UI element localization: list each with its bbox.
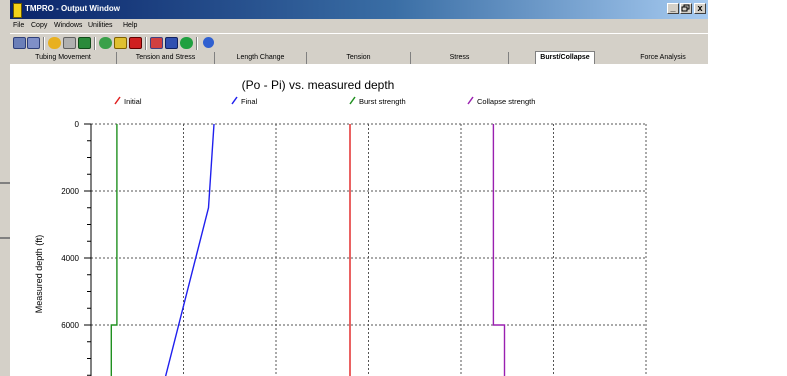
restore-button[interactable] [680,3,692,14]
menu-bar: File Copy Windows Unilities Help [10,19,708,33]
legend-swatch-initial [114,96,121,105]
menu-file[interactable]: File [13,22,25,29]
grid [90,123,647,376]
legend-item-final: Final [231,96,258,106]
tab-stress[interactable]: Stress [411,52,509,64]
trophy-icon[interactable] [114,37,127,49]
series-collapse-strength-line [492,124,506,376]
hand-icon[interactable] [48,37,61,49]
menu-help[interactable]: Help [123,22,138,29]
legend-swatch-burst [349,96,356,105]
y-tick-label: 6000 [61,321,79,330]
tab-strip: Tubing Movement Tension and Stress Lengt… [10,51,708,64]
legend-label-collapse: Collapse strength [477,97,535,106]
burst-collapse-chart: (Po - Pi) vs. measured depth Initial Fin… [34,78,647,376]
close-button[interactable]: x [694,3,706,14]
tab-force-analysis[interactable]: Force Analysis [640,54,686,61]
tab-burst-collapse[interactable]: Burst/Collapse [535,51,595,64]
print-icon[interactable] [63,37,76,49]
open-file-icon[interactable] [13,37,26,49]
window-title: TMPRO - Output Window [25,4,121,13]
menu-windows[interactable]: Windows [54,22,83,29]
refresh-icon[interactable] [99,37,112,49]
series [110,123,506,376]
title-bar[interactable]: TMPRO - Output Window _ x [10,0,708,19]
tab-tension[interactable]: Tension [307,52,411,64]
globe-icon[interactable] [180,37,193,49]
legend-label-initial: Initial [124,97,142,106]
legend-swatch-collapse [467,96,474,105]
y-tick-label: 2000 [61,187,79,196]
legend-label-final: Final [241,97,258,106]
app-icon [13,3,22,18]
plot-area: (Po - Pi) vs. measured depth Initial Fin… [10,64,708,376]
export-icon[interactable] [78,37,91,49]
y-tick-label: 0 [75,120,80,129]
y-axis: 0 2000 4000 6000 [61,120,92,376]
help-icon[interactable] [203,37,214,48]
restore-icon [681,4,690,12]
legend: Initial Final Burst strength Collapse st… [114,96,535,106]
desktop-edge [0,0,10,376]
series-burst-strength-line [110,124,118,376]
monitor-icon[interactable] [165,37,178,49]
tab-tension-and-stress[interactable]: Tension and Stress [117,52,215,64]
tab-length-change[interactable]: Length Change [215,52,307,64]
toolbar [10,33,708,53]
legend-swatch-final [231,96,238,105]
save-file-icon[interactable] [27,37,40,49]
y-tick-label: 4000 [61,254,79,263]
tab-tubing-movement[interactable]: Tubing Movement [10,52,117,64]
legend-item-initial: Initial [114,96,142,106]
series-final-line [164,123,215,376]
chart-icon[interactable] [150,37,163,49]
legend-label-burst: Burst strength [359,97,406,106]
output-window: TMPRO - Output Window _ x File Copy Wind… [10,0,708,376]
menu-copy[interactable]: Copy [31,22,48,29]
chart-title: (Po - Pi) vs. measured depth [242,78,395,92]
menu-unilities[interactable]: Unilities [88,22,113,29]
y-axis-label: Measured depth (ft) [34,235,44,314]
legend-item-burst-strength: Burst strength [349,96,406,106]
minimize-button[interactable]: _ [667,3,679,14]
legend-item-collapse-strength: Collapse strength [467,96,535,106]
no-entry-icon[interactable] [129,37,142,49]
